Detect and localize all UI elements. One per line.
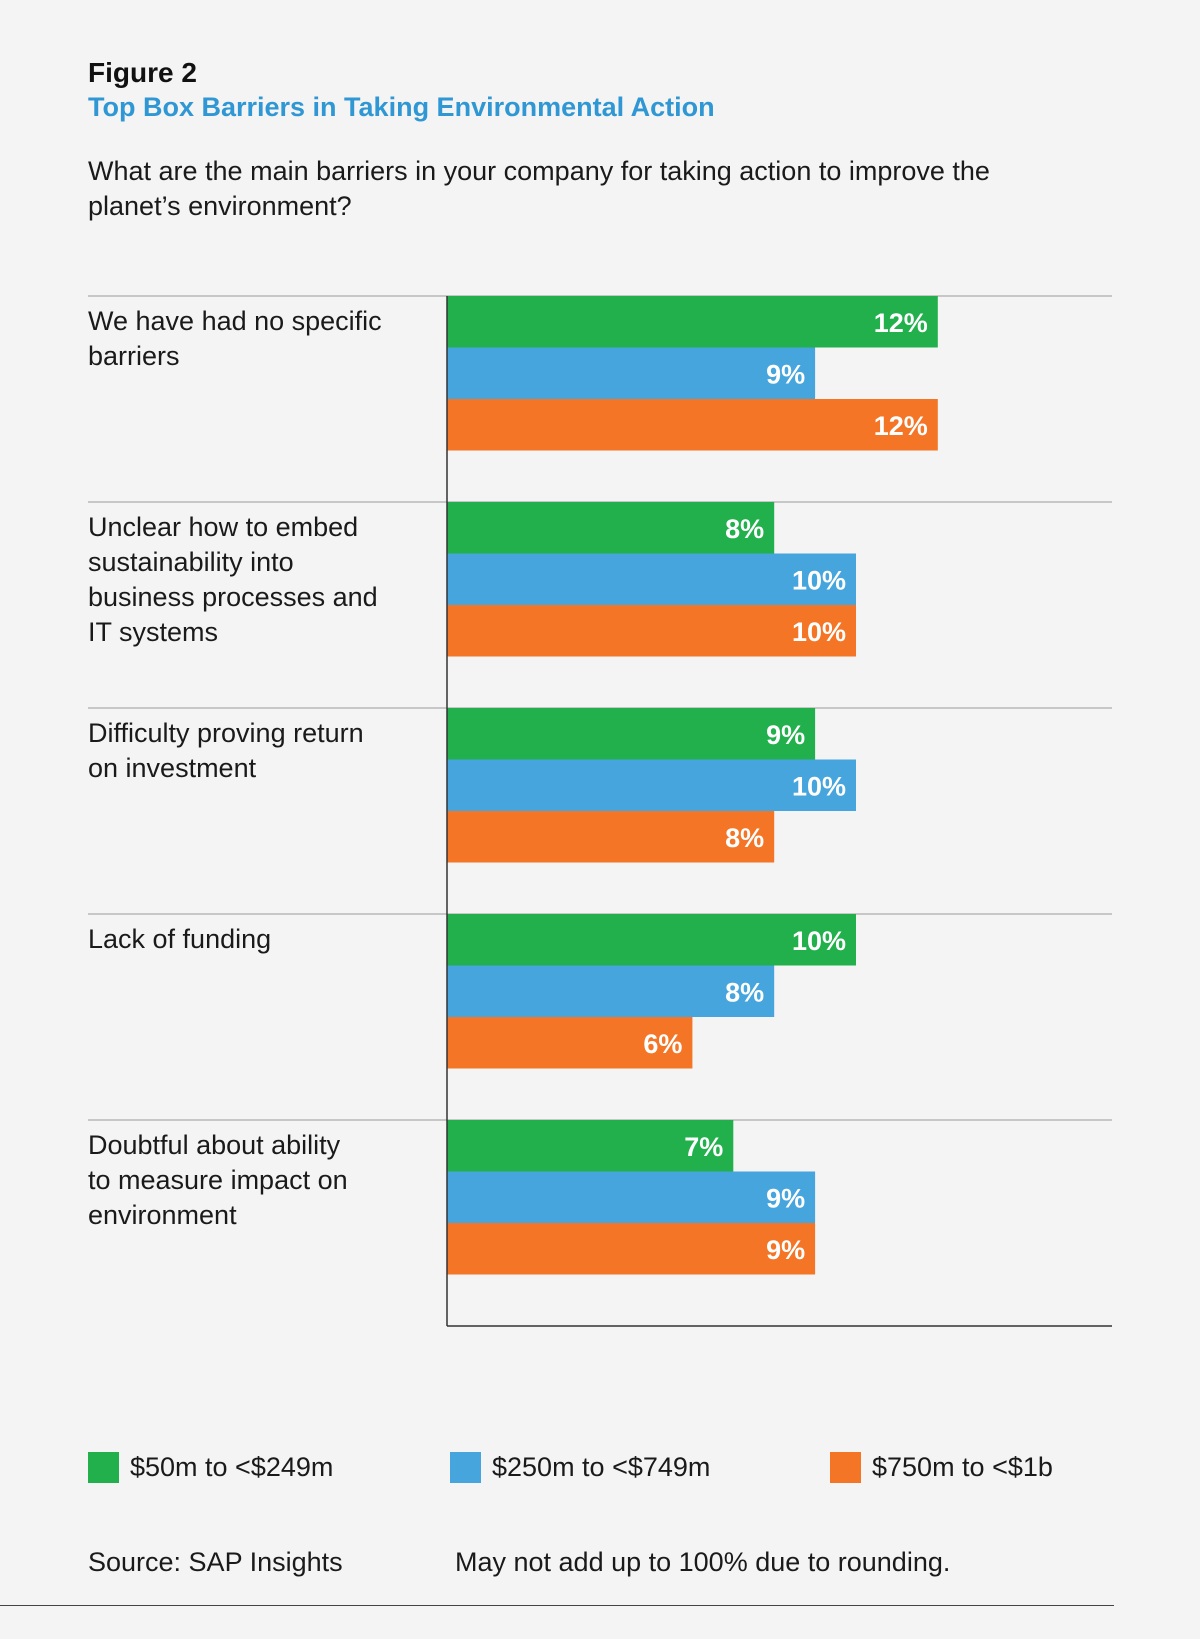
data-label: 8% [725,977,764,1007]
bar [447,965,775,1017]
figure-title: Top Box Barriers in Taking Environmental… [88,92,715,122]
category-label: Difficulty proving return [88,718,364,748]
legend-swatch-green [88,1451,119,1483]
category-label: Doubtful about ability [88,1130,341,1160]
category-label: We have had no specific [88,306,382,336]
data-label: 10% [792,926,846,956]
data-label: 8% [725,823,764,853]
bar [447,605,856,657]
rounding-note: May not add up to 100% due to rounding. [455,1547,951,1577]
category-label: Lack of funding [88,924,271,954]
bar [447,399,938,451]
bar [447,553,856,605]
category-label: Unclear how to embed [88,512,358,542]
bar [447,1017,693,1069]
bar [447,759,856,811]
figure-label: Figure 2 [88,57,197,88]
category-label: on investment [88,753,257,783]
legend-swatch-orange [830,1451,861,1483]
source-note: Source: SAP Insights [88,1547,343,1577]
data-label: 12% [874,411,928,441]
bar [447,502,775,554]
legend-item-large: $750m to <$1b [830,1450,1053,1484]
survey-question: What are the main barriers in your compa… [88,156,990,221]
category-label: business processes and [88,582,378,612]
category-label: environment [88,1200,237,1230]
legend-label: $750m to <$1b [872,1451,1053,1482]
bar [447,708,816,760]
legend-label: $50m to <$249m [130,1451,334,1482]
data-label: 6% [643,1029,682,1059]
category-label: barriers [88,341,180,371]
bar [447,1223,816,1275]
data-label: 9% [766,720,805,750]
category-label: sustainability into [88,547,294,577]
legend-label: $250m to <$749m [492,1451,711,1482]
legend-item-mid: $250m to <$749m [450,1450,710,1484]
bar [447,296,938,348]
bar [447,811,775,863]
data-label: 10% [792,771,846,801]
data-label: 9% [766,1183,805,1213]
bar [447,1171,816,1223]
legend-item-small: $50m to <$249m [88,1450,333,1484]
bar [447,914,856,966]
data-label: 9% [766,1235,805,1265]
data-label: 12% [874,308,928,338]
bar-chart: We have had no specific barriers 12% 9% 12% U… [88,295,1112,1327]
bar [447,1120,734,1172]
data-label: 7% [684,1132,723,1162]
category-label: to measure impact on [88,1165,348,1195]
category-label: IT systems [88,617,218,647]
data-label: 9% [766,359,805,389]
bottom-divider [0,1605,1114,1606]
data-label: 8% [725,514,764,544]
data-label: 10% [792,617,846,647]
data-label: 10% [792,565,846,595]
legend-swatch-blue [450,1451,481,1483]
legend: $50m to <$249m $250m to <$749m $750m to … [0,1450,1200,1490]
bar [447,347,816,399]
